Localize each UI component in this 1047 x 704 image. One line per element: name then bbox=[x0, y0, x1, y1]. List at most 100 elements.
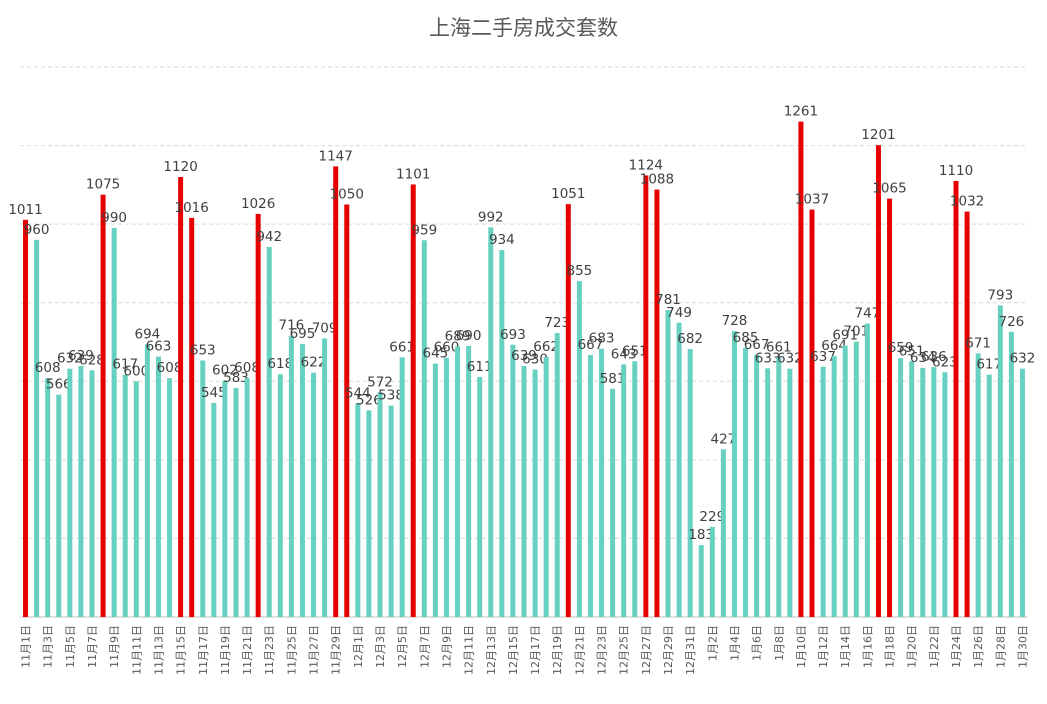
x-tick-label: 1月4日 bbox=[728, 625, 741, 661]
bar bbox=[178, 177, 184, 617]
bar bbox=[443, 357, 449, 617]
data-label: 661 bbox=[766, 339, 792, 355]
bar bbox=[510, 344, 516, 617]
data-label: 526 bbox=[356, 392, 382, 408]
data-label: 602 bbox=[212, 363, 238, 379]
bar bbox=[986, 374, 992, 617]
data-label: 639 bbox=[511, 348, 537, 364]
x-tick-label: 12月5日 bbox=[396, 625, 409, 668]
data-label: 1124 bbox=[629, 157, 663, 173]
bar bbox=[842, 345, 848, 617]
bar bbox=[576, 281, 582, 617]
bar bbox=[333, 166, 339, 617]
data-label: 781 bbox=[655, 292, 681, 308]
data-label: 659 bbox=[888, 340, 914, 356]
data-label: 1201 bbox=[861, 127, 895, 143]
x-tick-label: 1月30日 bbox=[1016, 625, 1029, 668]
x-tick-label: 12月1日 bbox=[352, 625, 365, 668]
bar bbox=[942, 372, 948, 617]
bar bbox=[288, 335, 294, 617]
data-label: 618 bbox=[267, 356, 293, 372]
data-label: 694 bbox=[134, 326, 160, 342]
x-tick-label: 1月14日 bbox=[839, 625, 852, 668]
data-label: 663 bbox=[146, 339, 172, 355]
data-label: 660 bbox=[434, 340, 460, 356]
bar bbox=[831, 356, 837, 617]
data-label: 633 bbox=[755, 350, 781, 366]
bar bbox=[111, 228, 117, 618]
data-label: 1101 bbox=[396, 166, 430, 182]
x-tick-label: 1月28日 bbox=[994, 625, 1007, 668]
bar bbox=[344, 204, 350, 617]
x-tick-label: 1月10日 bbox=[795, 625, 808, 668]
bar bbox=[56, 394, 62, 617]
x-tick-label: 12月17日 bbox=[529, 625, 542, 675]
bar bbox=[244, 378, 250, 617]
bar bbox=[709, 527, 715, 617]
x-tick-label: 1月24日 bbox=[950, 625, 963, 668]
data-label: 653 bbox=[190, 342, 216, 358]
bar bbox=[931, 367, 937, 617]
bar bbox=[997, 305, 1003, 617]
bar bbox=[743, 347, 749, 617]
x-tick-label: 1月22日 bbox=[928, 625, 941, 668]
data-label: 1110 bbox=[939, 163, 973, 179]
bar bbox=[632, 361, 638, 617]
bar bbox=[455, 346, 461, 617]
bar bbox=[311, 372, 317, 617]
bar bbox=[964, 211, 970, 618]
data-label: 581 bbox=[600, 371, 626, 387]
data-label: 1065 bbox=[872, 181, 906, 197]
data-label: 934 bbox=[489, 232, 515, 248]
bar bbox=[798, 121, 804, 617]
bar bbox=[155, 356, 161, 617]
bar bbox=[754, 354, 760, 617]
x-tick-label: 11月27日 bbox=[308, 625, 321, 675]
bar bbox=[532, 369, 538, 617]
bar bbox=[211, 402, 217, 617]
data-label: 723 bbox=[544, 315, 570, 331]
data-label: 682 bbox=[677, 331, 703, 347]
data-label: 942 bbox=[256, 229, 282, 245]
data-label: 671 bbox=[965, 335, 991, 351]
x-tick-label: 12月31日 bbox=[684, 625, 697, 675]
bar bbox=[776, 357, 782, 617]
data-label: 685 bbox=[733, 330, 759, 346]
bar bbox=[521, 365, 527, 617]
x-tick-label: 11月17日 bbox=[197, 625, 210, 675]
bar bbox=[898, 358, 904, 617]
data-label: 583 bbox=[223, 370, 249, 386]
bar bbox=[676, 322, 682, 617]
bar bbox=[133, 381, 139, 617]
data-label: 538 bbox=[378, 388, 404, 404]
data-label: 572 bbox=[367, 374, 393, 390]
x-tick-label: 1月26日 bbox=[972, 625, 985, 668]
x-tick-label: 12月19日 bbox=[551, 625, 564, 675]
data-label: 701 bbox=[843, 324, 869, 340]
data-label: 566 bbox=[46, 377, 72, 393]
x-tick-label: 11月7日 bbox=[86, 625, 99, 668]
bar bbox=[488, 227, 494, 618]
bar bbox=[1008, 331, 1014, 617]
bar bbox=[432, 363, 438, 617]
data-label: 667 bbox=[744, 337, 770, 353]
data-label: 1088 bbox=[640, 172, 674, 188]
bar bbox=[543, 356, 549, 617]
bar bbox=[144, 344, 150, 617]
bar bbox=[731, 331, 737, 617]
data-label: 611 bbox=[467, 359, 493, 375]
x-tick-label: 11月9日 bbox=[108, 625, 121, 668]
data-label: 959 bbox=[411, 222, 437, 238]
data-label: 1051 bbox=[551, 186, 585, 202]
data-label: 716 bbox=[278, 318, 304, 334]
bar bbox=[421, 240, 427, 617]
bar bbox=[67, 368, 73, 617]
x-tick-label: 12月3日 bbox=[374, 625, 387, 668]
bar bbox=[765, 368, 771, 617]
bar bbox=[477, 376, 483, 617]
bar bbox=[100, 194, 106, 617]
x-tick-label: 12月7日 bbox=[418, 625, 431, 668]
data-label: 1120 bbox=[163, 159, 197, 175]
bar bbox=[399, 357, 405, 617]
